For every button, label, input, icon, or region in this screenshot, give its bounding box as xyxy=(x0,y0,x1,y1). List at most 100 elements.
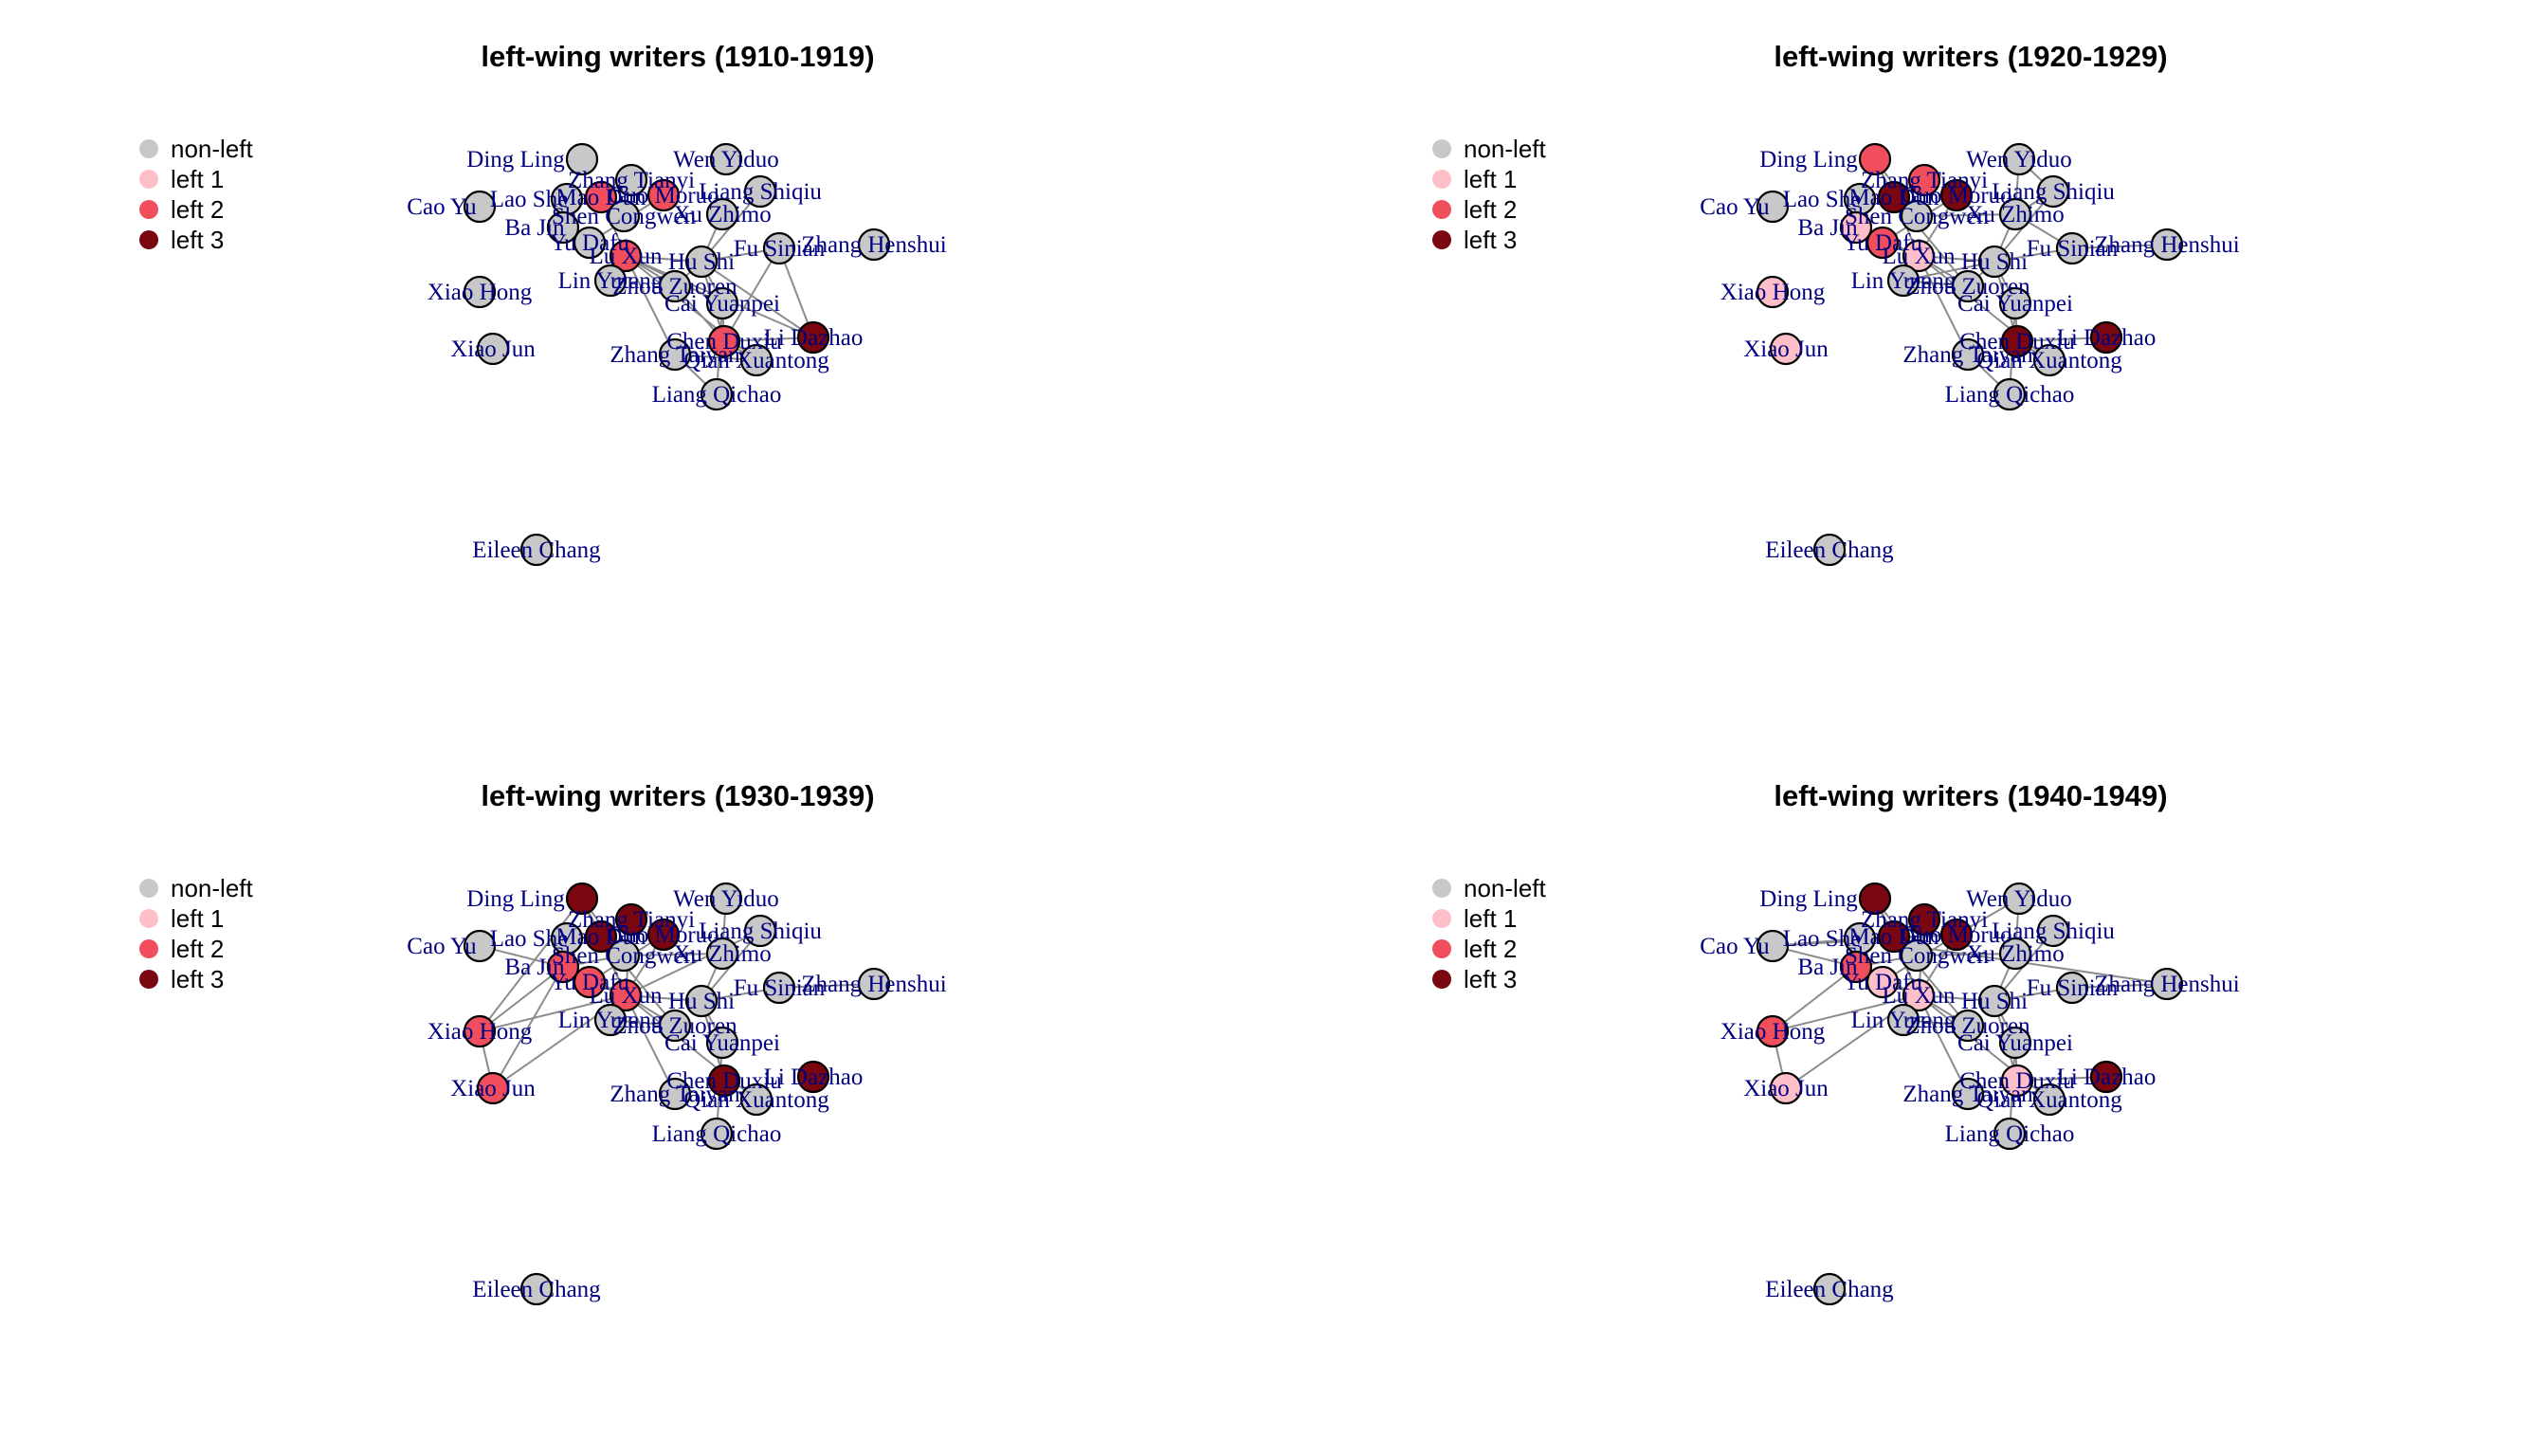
network-node xyxy=(1998,197,2032,231)
network-edge xyxy=(625,255,676,355)
node-label: Zhang Taiyan xyxy=(1902,1082,2033,1107)
node-label: Ding Ling xyxy=(466,147,565,173)
network-node xyxy=(565,882,599,916)
panel-title: left-wing writers (1910-1919) xyxy=(481,40,874,73)
node-label: Zhang Henshui xyxy=(2094,972,2239,997)
node-label: Cao Yu xyxy=(1700,194,1770,220)
legend-label: left 1 xyxy=(1464,165,1517,193)
network-node xyxy=(1951,269,1985,303)
network-edge xyxy=(1772,966,1857,1032)
node-label: Zhang Tianyi xyxy=(568,168,695,193)
node-label: Lu Xun xyxy=(1882,244,1956,269)
node-label: Zhang Henshui xyxy=(801,232,946,258)
node-label: Shen Congwen xyxy=(552,204,697,229)
legend-swatch xyxy=(1432,939,1451,958)
network-node xyxy=(1812,533,1847,567)
network-node xyxy=(2036,174,2070,209)
network-node xyxy=(1907,902,1941,937)
legend-swatch xyxy=(139,139,158,158)
node-label: Mao Dun xyxy=(1848,924,1939,950)
node-label: Yu Dafu xyxy=(1843,230,1923,256)
network-node xyxy=(684,984,719,1018)
network-node xyxy=(573,965,607,999)
node-label: Xu Zhimo xyxy=(1966,202,2064,228)
legend-label: left 2 xyxy=(1464,935,1517,963)
legend-swatch xyxy=(1432,200,1451,219)
network-edge xyxy=(492,966,564,1089)
legend-label: left 3 xyxy=(1464,965,1517,993)
network-edge xyxy=(479,966,564,1032)
node-label: Eileen Chang xyxy=(472,537,601,563)
legend-label: non-left xyxy=(1464,874,1546,902)
node-label: Ba Jin xyxy=(1797,955,1858,980)
node-label: Qian Xuantong xyxy=(683,1087,829,1113)
node-label: Xiao Jun xyxy=(1743,1076,1829,1101)
node-label: Shen Congwen xyxy=(1845,204,1990,229)
network-edge xyxy=(701,261,814,338)
network-node xyxy=(1902,239,1936,273)
network-node xyxy=(709,882,743,916)
node-label: Liang Qichao xyxy=(652,1121,782,1147)
network-node xyxy=(2032,1083,2066,1117)
network-node xyxy=(857,228,891,262)
legend-label: left 3 xyxy=(171,226,224,254)
network-node xyxy=(700,1117,734,1151)
nodes xyxy=(463,142,891,567)
network-node xyxy=(705,286,739,320)
panel-title: left-wing writers (1940-1949) xyxy=(1774,779,2167,812)
node-label: Liang Shiqiu xyxy=(1992,179,2115,205)
network-node xyxy=(658,1077,692,1111)
legend-swatch xyxy=(1432,170,1451,189)
node-label: Liang Qichao xyxy=(1945,382,2075,408)
node-label: Cai Yuanpei xyxy=(664,291,780,317)
node-label: Hu Shi xyxy=(668,249,735,275)
network-node xyxy=(1769,332,1803,366)
node-label: Zhang Tianyi xyxy=(568,907,695,933)
network-node xyxy=(1951,1009,1985,1043)
network-node xyxy=(1900,938,1934,973)
network-node xyxy=(2036,914,2070,948)
network-node xyxy=(609,239,643,273)
node-label: Hu Shi xyxy=(668,989,735,1014)
node-label: Xu Zhimo xyxy=(1966,941,2064,967)
legend-swatch xyxy=(139,970,158,989)
node-label: Guo Moruo xyxy=(608,183,719,209)
network-node xyxy=(705,937,739,971)
network-node xyxy=(1866,226,1900,260)
network-edge xyxy=(1918,255,1969,355)
node-label: Zhou Zuoren xyxy=(612,1013,737,1039)
node-label: Wen Yiduo xyxy=(1966,147,2072,173)
node-label: Li Dazhao xyxy=(2057,1065,2157,1090)
network-edge xyxy=(625,930,761,996)
network-node xyxy=(1839,210,1873,245)
network-edge xyxy=(1918,994,1969,1095)
node-label: Xu Zhimo xyxy=(673,941,771,967)
network-node xyxy=(2089,1060,2123,1094)
node-label: Xiao Jun xyxy=(450,337,536,362)
node-label: Chen Duxiu xyxy=(666,329,782,355)
network-node xyxy=(1858,142,1892,176)
node-label: Lao She xyxy=(490,926,569,952)
network-node xyxy=(1877,919,1911,954)
node-label: Cai Yuanpei xyxy=(664,1030,780,1056)
network-node xyxy=(1951,337,1985,372)
network-node xyxy=(762,231,796,265)
network-node xyxy=(614,163,648,197)
node-label: Shen Congwen xyxy=(552,943,697,969)
node-label: Xiao Jun xyxy=(450,1076,536,1101)
legend-swatch xyxy=(139,230,158,249)
network-node xyxy=(476,1071,510,1105)
node-label: Xu Zhimo xyxy=(673,202,771,228)
legend-swatch xyxy=(1432,879,1451,898)
legend-label: left 2 xyxy=(171,935,224,963)
network-edge xyxy=(625,994,676,1095)
node-label: Zhang Tianyi xyxy=(1861,168,1988,193)
node-label: Lao She xyxy=(1783,187,1862,212)
network-edge xyxy=(1916,213,2016,217)
legend-swatch xyxy=(1432,970,1451,989)
node-label: Cao Yu xyxy=(407,934,477,959)
node-label: Zhang Taiyan xyxy=(610,342,740,368)
